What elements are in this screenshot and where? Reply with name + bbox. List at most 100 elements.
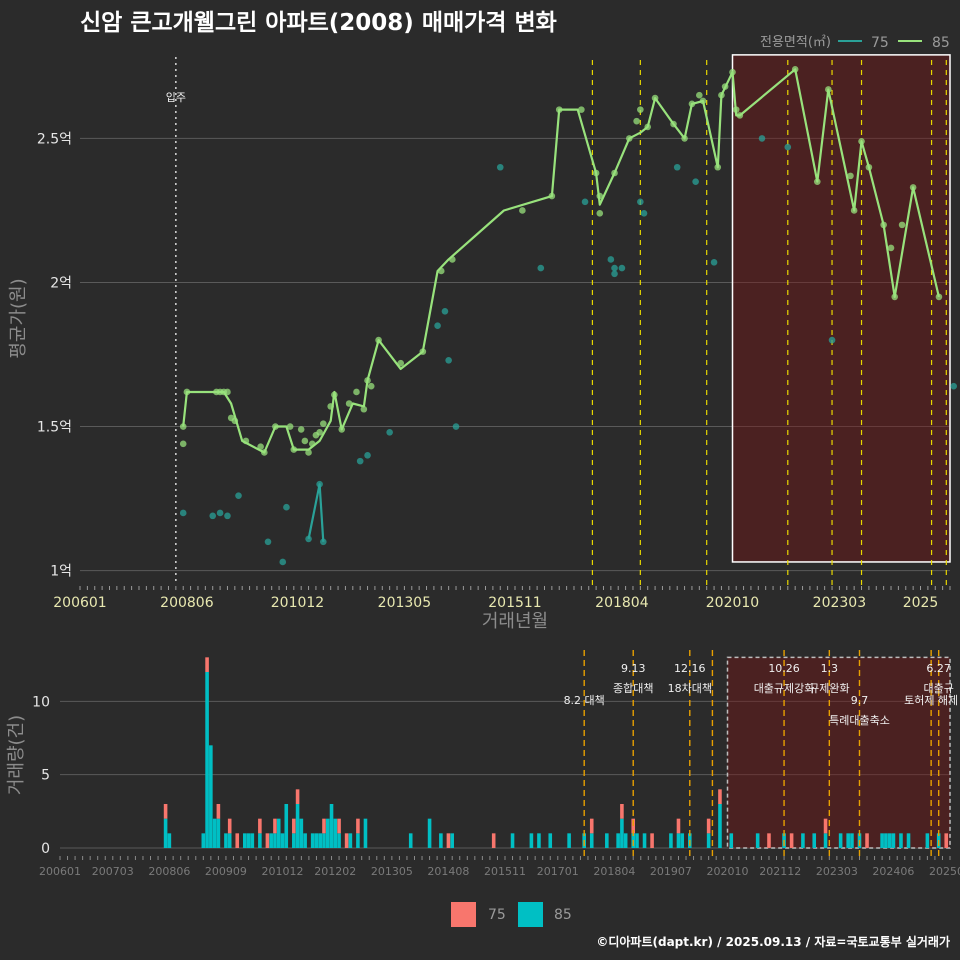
data-point-75	[452, 423, 460, 430]
volume-bar-85	[284, 804, 289, 848]
bar-legend-label-75: 75	[488, 907, 506, 923]
bar-legend-label-85: 85	[554, 907, 572, 923]
price-legend: 전용면적(㎡) 75 85	[760, 35, 950, 51]
volume-bar-85	[212, 818, 217, 848]
data-point-85	[791, 65, 799, 73]
volume-bar-85	[510, 833, 515, 848]
volume-x-tick-label: 200806	[148, 865, 190, 878]
y-tick-label: 2.5억	[37, 131, 72, 147]
data-point-85	[179, 423, 187, 430]
volume-x-tick-label: 201511	[484, 865, 526, 878]
y-tick-label: 1.5억	[37, 420, 72, 436]
volume-bar-85	[887, 833, 892, 848]
data-point-85	[308, 440, 316, 448]
volume-x-tick-label: 201701	[537, 865, 579, 878]
data-point-85	[850, 207, 858, 214]
volume-bar-85	[567, 833, 571, 848]
volume-bar-85	[299, 818, 304, 848]
volume-y-axis-title: 거래량(건)	[6, 715, 27, 795]
volume-bar-75	[706, 818, 711, 834]
policy-annotation: 9.13	[621, 662, 646, 675]
volume-bar-85	[242, 833, 247, 848]
volume-bar-75	[205, 657, 209, 672]
volume-y-tick-label: 10	[32, 694, 50, 710]
data-point-85	[644, 123, 652, 131]
volume-bar-75	[265, 833, 270, 848]
data-point-75	[209, 512, 217, 520]
volume-bar-85	[310, 833, 315, 848]
data-point-85	[367, 382, 375, 390]
data-point-85	[305, 449, 312, 456]
footer-credit: ©디아파트(dapt.kr) / 2025.09.13 / 자료=국토교통부 실…	[596, 934, 950, 949]
data-point-85	[813, 178, 821, 185]
volume-bar-75	[650, 833, 654, 848]
policy-annotation: 6.27	[926, 662, 951, 675]
volume-recent-period-box	[726, 656, 951, 849]
data-point-85	[898, 221, 906, 229]
legend-title: 전용면적(㎡)	[760, 35, 831, 50]
data-point-85	[231, 417, 239, 425]
data-point-85	[633, 117, 640, 125]
volume-bar-85	[823, 833, 828, 848]
series-line-85	[182, 68, 940, 454]
data-point-85	[375, 336, 382, 344]
policy-annotation: 8.2 대책	[564, 694, 605, 707]
volume-bar-75	[295, 789, 300, 804]
data-point-85	[611, 169, 618, 177]
volume-bar-85	[676, 833, 681, 848]
volume-bar-85	[273, 833, 277, 848]
policy-annotation: 1.3	[821, 662, 839, 675]
volume-bar-85	[363, 818, 368, 848]
x-tick-label: 201804	[595, 595, 649, 611]
volume-bar-75	[235, 833, 240, 848]
x-tick-label: 2025	[903, 595, 939, 611]
volume-bar-85	[669, 833, 673, 848]
volume-bar-85	[205, 672, 209, 848]
policy-annotation: 18차대책	[668, 682, 712, 695]
data-point-75	[283, 503, 290, 511]
data-point-85	[345, 400, 353, 407]
data-point-75	[637, 198, 644, 206]
volume-bar-75	[227, 818, 232, 834]
data-point-85	[397, 359, 405, 367]
data-point-75	[950, 382, 957, 390]
volume-bar-75	[767, 833, 771, 848]
data-point-85	[732, 106, 740, 113]
data-point-85	[272, 423, 279, 430]
data-point-75	[581, 198, 589, 206]
data-point-75	[611, 270, 618, 278]
data-point-85	[316, 429, 323, 436]
data-point-85	[242, 437, 250, 445]
data-point-75	[611, 264, 618, 272]
data-point-85	[858, 138, 865, 145]
data-point-75	[537, 264, 545, 272]
volume-bar-75	[865, 833, 869, 848]
data-point-75	[607, 256, 615, 263]
bar-legend-swatch-75	[451, 902, 476, 927]
data-point-75	[640, 210, 648, 217]
data-point-85	[297, 426, 305, 433]
data-point-85	[548, 192, 556, 200]
data-point-85	[338, 426, 346, 433]
policy-annotation: 특례대출축소	[829, 714, 890, 727]
move-in-label: 입주	[166, 91, 186, 104]
volume-bar-75	[337, 818, 341, 834]
volume-panel: 0 5 10 200601 200703 200806 200909 201012 201202…	[6, 650, 960, 878]
data-point-75	[673, 163, 681, 171]
data-point-85	[736, 112, 744, 119]
data-point-85	[721, 83, 729, 90]
volume-bar-85	[292, 833, 296, 848]
x-axis-title: 거래년월	[482, 611, 548, 632]
y-tick-label: 1억	[50, 564, 72, 580]
x-tick-label: 201012	[271, 595, 324, 611]
data-point-85	[670, 120, 677, 128]
data-point-75	[445, 356, 452, 364]
volume-bar-85	[269, 833, 273, 848]
volume-bar-85	[680, 833, 685, 848]
volume-bar-85	[906, 833, 911, 848]
data-point-85	[625, 135, 633, 142]
volume-bar-85	[891, 833, 896, 848]
data-point-85	[437, 267, 445, 275]
volume-bar-75	[620, 804, 624, 819]
